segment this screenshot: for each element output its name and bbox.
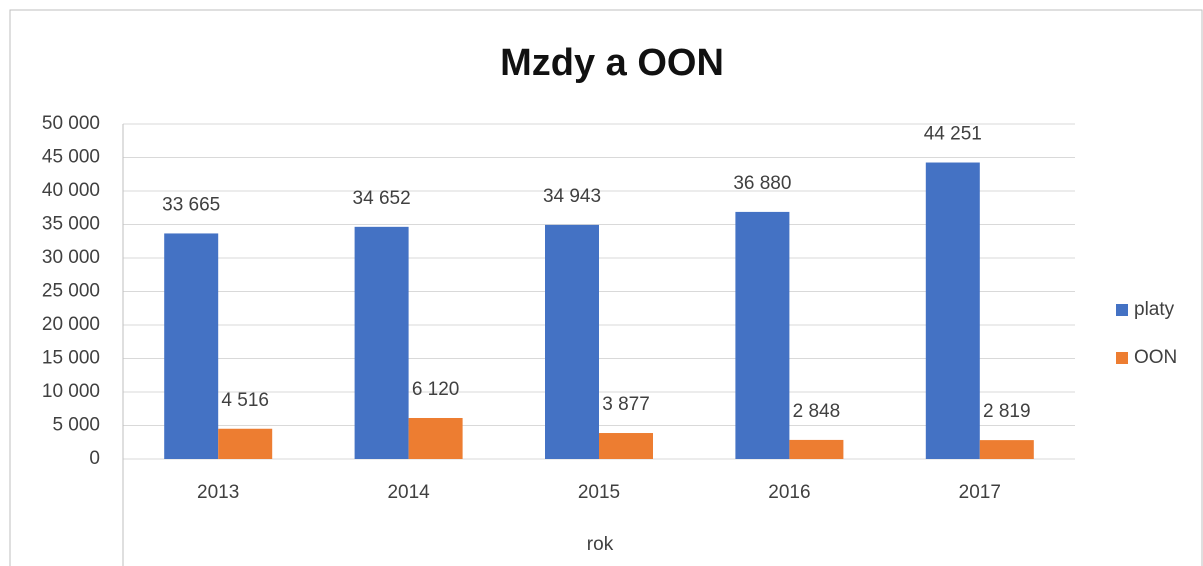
data-label: 34 652 bbox=[353, 188, 411, 209]
data-label: 34 943 bbox=[543, 186, 601, 207]
bar bbox=[789, 439, 844, 459]
data-label: 36 880 bbox=[733, 173, 791, 194]
data-label: 2 848 bbox=[793, 401, 841, 422]
y-tick-label: 40 000 bbox=[42, 180, 100, 201]
y-tick-label: 25 000 bbox=[42, 281, 100, 302]
bar bbox=[164, 233, 219, 459]
bar bbox=[979, 440, 1034, 459]
bar bbox=[735, 211, 790, 459]
y-tick-label: 15 000 bbox=[42, 348, 100, 369]
x-tick-label: 2016 bbox=[768, 482, 810, 503]
chart-frame bbox=[9, 9, 1203, 566]
data-label: 4 516 bbox=[221, 390, 269, 411]
data-label: 33 665 bbox=[162, 194, 220, 215]
bar bbox=[599, 433, 653, 459]
x-tick-label: 2014 bbox=[387, 482, 430, 503]
y-tick-label: 45 000 bbox=[42, 147, 100, 168]
bar bbox=[408, 417, 463, 459]
y-tick-label: 5 000 bbox=[52, 415, 100, 436]
data-label: 2 819 bbox=[983, 401, 1031, 422]
data-label: 6 120 bbox=[412, 379, 460, 400]
chart-title: Mzdy a OON bbox=[500, 42, 724, 84]
bar bbox=[925, 162, 980, 459]
y-tick-label: 50 000 bbox=[42, 113, 100, 134]
bar bbox=[545, 224, 599, 459]
y-tick-label: 0 bbox=[89, 448, 100, 469]
y-tick-label: 20 000 bbox=[42, 314, 100, 335]
data-label: 3 877 bbox=[602, 394, 650, 415]
legend-swatch bbox=[1116, 352, 1128, 364]
x-tick-label: 2015 bbox=[578, 482, 620, 503]
legend-label: platy bbox=[1134, 299, 1175, 320]
legend-swatch bbox=[1116, 304, 1128, 316]
x-tick-label: 2013 bbox=[197, 482, 239, 503]
x-tick-label: 2017 bbox=[959, 482, 1001, 503]
legend-label: OON bbox=[1134, 347, 1177, 368]
y-tick-label: 35 000 bbox=[42, 214, 100, 235]
bar bbox=[354, 226, 409, 459]
bar bbox=[218, 428, 273, 459]
x-axis-label: rok bbox=[587, 534, 614, 555]
data-label: 44 251 bbox=[924, 124, 982, 145]
y-tick-label: 30 000 bbox=[42, 247, 100, 268]
y-tick-label: 10 000 bbox=[42, 381, 100, 402]
